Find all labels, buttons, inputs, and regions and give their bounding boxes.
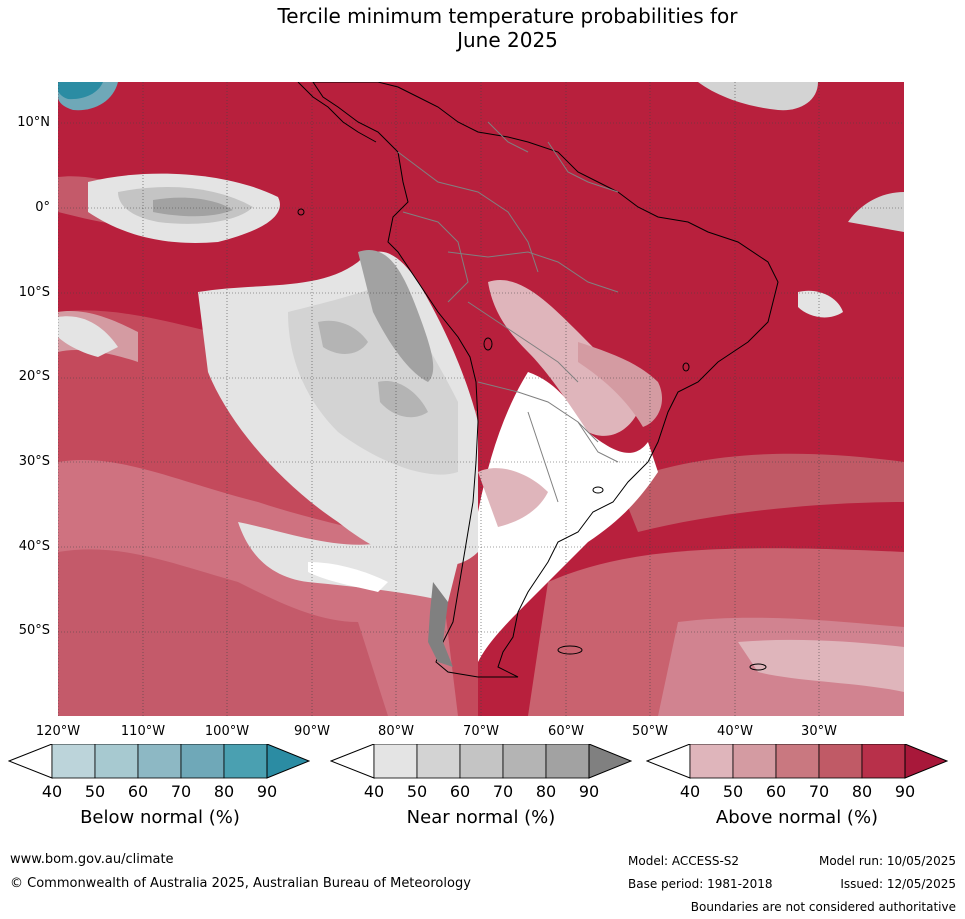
website-link[interactable]: www.bom.gov.au/climate — [10, 852, 174, 867]
disclaimer-text: Boundaries are not considered authoritat… — [690, 900, 956, 914]
patagonia-patch — [428, 582, 453, 667]
above-tick-80: 80 — [851, 782, 873, 801]
lon-label-30w: 30°W — [801, 724, 837, 739]
map-title: Tercile minimum temperature probabilitie… — [0, 4, 965, 52]
below-colorbar-high-extend — [266, 743, 311, 779]
above-tick-60: 60 — [765, 782, 787, 801]
lat-label-10n: 10°N — [17, 115, 50, 130]
near-tick-70: 70 — [492, 782, 514, 801]
issued-text: Issued: 12/05/2025 — [840, 877, 956, 891]
above-colorbar-segment — [818, 743, 863, 779]
near-colorbar-segment — [416, 743, 461, 779]
near-tick-90: 90 — [578, 782, 600, 801]
near-tick-60: 60 — [449, 782, 471, 801]
below-colorbar-segment — [180, 743, 225, 779]
lon-label-70w: 70°W — [463, 724, 499, 739]
above-colorbar-segment — [689, 743, 734, 779]
above-tick-70: 70 — [808, 782, 830, 801]
near-colorbar-segment — [373, 743, 418, 779]
lon-label-40w: 40°W — [717, 724, 753, 739]
above-tick-40: 40 — [679, 782, 701, 801]
title-line-1: Tercile minimum temperature probabilitie… — [277, 4, 738, 28]
lat-label-10s: 10°S — [18, 285, 50, 300]
copyright-text: © Commonwealth of Australia 2025, Austra… — [10, 876, 471, 891]
below-normal-colorbar — [7, 743, 311, 784]
south-america-coastline — [312, 82, 779, 678]
lat-label-30s: 30°S — [18, 454, 50, 469]
above-colorbar-low-extend — [645, 743, 691, 779]
lat-label-0: 0° — [35, 200, 50, 215]
above-colorbar-segment — [861, 743, 906, 779]
below-colorbar-segment — [51, 743, 96, 779]
near-tick-40: 40 — [363, 782, 385, 801]
above-tick-50: 50 — [722, 782, 744, 801]
above-colorbar-segment — [775, 743, 820, 779]
below-tick-90: 90 — [256, 782, 278, 801]
below-normal-title: Below normal (%) — [80, 807, 240, 828]
near-colorbar-segment — [459, 743, 504, 779]
near-tick-50: 50 — [406, 782, 428, 801]
title-line-2: June 2025 — [457, 28, 558, 52]
lat-label-20s: 20°S — [18, 369, 50, 384]
base-period-text: Base period: 1981-2018 — [628, 877, 773, 891]
lon-label-80w: 80°W — [378, 724, 414, 739]
above-tick-90: 90 — [894, 782, 916, 801]
below-tick-80: 80 — [213, 782, 235, 801]
near-colorbar-high-extend — [588, 743, 633, 779]
lon-label-120w: 120°W — [35, 724, 81, 739]
map-canvas — [58, 82, 904, 716]
near-colorbar-segment — [502, 743, 547, 779]
above-colorbar-high-extend — [904, 743, 949, 779]
lon-label-110w: 110°W — [120, 724, 166, 739]
lon-label-50w: 50°W — [632, 724, 668, 739]
country-borders — [397, 121, 619, 503]
near-colorbar-segment — [545, 743, 590, 779]
above-normal-title: Above normal (%) — [715, 807, 879, 828]
lat-label-50s: 50°S — [18, 623, 50, 638]
lon-label-100w: 100°W — [204, 724, 250, 739]
central-america-coastline — [297, 82, 377, 143]
above-normal-colorbar — [645, 743, 949, 784]
below-tick-70: 70 — [170, 782, 192, 801]
lon-label-90w: 90°W — [294, 724, 330, 739]
near-normal-colorbar — [329, 743, 633, 784]
probability-map — [58, 82, 904, 716]
near-normal-title: Near normal (%) — [406, 807, 556, 828]
islands — [297, 208, 767, 671]
below-colorbar-segment — [137, 743, 182, 779]
below-colorbar-low-extend — [7, 743, 53, 779]
below-colorbar-segment — [223, 743, 268, 779]
below-colorbar-segment — [94, 743, 139, 779]
model-run-text: Model run: 10/05/2025 — [818, 854, 956, 868]
near-tick-80: 80 — [535, 782, 557, 801]
above-colorbar-segment — [732, 743, 777, 779]
below-tick-40: 40 — [41, 782, 63, 801]
below-tick-50: 50 — [84, 782, 106, 801]
lon-label-60w: 60°W — [548, 724, 584, 739]
near-colorbar-low-extend — [329, 743, 375, 779]
model-text: Model: ACCESS-S2 — [628, 854, 740, 868]
graticule — [58, 82, 904, 716]
below-tick-60: 60 — [127, 782, 149, 801]
lat-label-40s: 40°S — [18, 539, 50, 554]
